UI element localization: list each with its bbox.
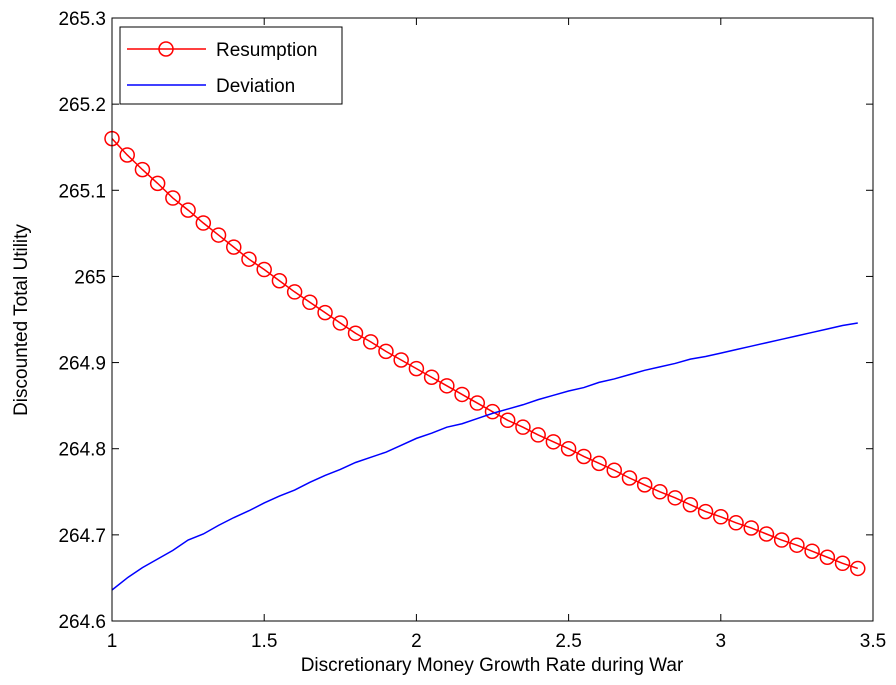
x-tick-label: 1.5 bbox=[251, 631, 277, 652]
data-point-resumption bbox=[636, 477, 653, 493]
y-tick-label: 265.2 bbox=[58, 95, 106, 116]
y-tick-label: 265.1 bbox=[58, 181, 106, 202]
data-point-resumption bbox=[393, 352, 409, 368]
y-axis-title: Discounted Total Utility bbox=[11, 224, 32, 416]
x-tick-label: 3.5 bbox=[860, 631, 886, 652]
data-point-resumption bbox=[713, 509, 729, 525]
data-point-resumption bbox=[454, 386, 470, 403]
data-point-resumption bbox=[408, 360, 425, 377]
y-tick-label: 265 bbox=[74, 267, 106, 288]
data-point-resumption bbox=[530, 427, 546, 443]
plot-frame bbox=[111, 17, 874, 622]
data-point-resumption bbox=[667, 490, 683, 506]
data-point-resumption bbox=[789, 537, 805, 553]
data-point-resumption bbox=[439, 378, 455, 394]
data-point-resumption bbox=[180, 202, 196, 218]
data-point-resumption bbox=[317, 304, 333, 321]
data-point-resumption bbox=[362, 334, 379, 350]
plot-area-background bbox=[112, 18, 873, 621]
data-point-resumption bbox=[226, 239, 242, 255]
legend: Resumption Deviation bbox=[119, 26, 343, 105]
series-layer bbox=[104, 130, 866, 591]
data-point-resumption bbox=[758, 526, 775, 542]
y-tick-label: 264.7 bbox=[58, 526, 106, 547]
y-tick-label: 264.6 bbox=[58, 612, 106, 633]
data-point-resumption bbox=[271, 272, 288, 289]
x-tick-label: 2.5 bbox=[555, 631, 581, 652]
data-point-resumption bbox=[256, 261, 272, 278]
data-point-resumption bbox=[515, 419, 531, 435]
data-point-resumption bbox=[149, 175, 166, 192]
data-point-resumption bbox=[165, 190, 181, 206]
y-tick-label: 264.9 bbox=[58, 354, 106, 375]
x-tick-label: 2 bbox=[411, 631, 422, 652]
legend-label-deviation: Deviation bbox=[216, 76, 295, 97]
data-point-resumption bbox=[743, 520, 759, 536]
data-point-resumption bbox=[378, 343, 394, 360]
data-point-resumption bbox=[332, 315, 349, 331]
x-tick-label: 1 bbox=[107, 631, 118, 652]
y-axis: 264.6 264.7 264.8 264.9 265 265.1 265.2 265.3 bbox=[58, 9, 873, 633]
data-point-resumption bbox=[576, 448, 592, 465]
y-tick-label: 265.3 bbox=[58, 9, 106, 30]
data-point-resumption bbox=[286, 284, 303, 300]
data-point-resumption bbox=[621, 470, 638, 486]
data-point-resumption bbox=[347, 325, 364, 342]
x-tick-label: 3 bbox=[716, 631, 727, 652]
data-point-resumption bbox=[545, 434, 562, 450]
data-point-resumption bbox=[591, 455, 607, 472]
x-axis-title: Discretionary Money Growth Rate during W… bbox=[301, 655, 684, 676]
data-point-resumption bbox=[850, 560, 866, 577]
data-point-resumption bbox=[834, 555, 851, 572]
legend-marker-resumption bbox=[158, 41, 174, 57]
data-point-resumption bbox=[560, 440, 577, 457]
series-line-deviation bbox=[111, 322, 858, 591]
x-axis: 1 1.5 2 2.5 3 3.5 bbox=[107, 18, 886, 652]
data-point-resumption bbox=[119, 147, 135, 163]
data-point-resumption bbox=[134, 161, 151, 178]
data-point-resumption bbox=[302, 294, 318, 311]
data-point-resumption bbox=[499, 412, 516, 429]
data-point-resumption bbox=[652, 484, 668, 500]
data-point-resumption bbox=[819, 549, 836, 565]
data-point-resumption bbox=[241, 251, 257, 267]
data-point-resumption bbox=[728, 515, 744, 531]
data-point-resumption bbox=[682, 496, 699, 513]
data-point-resumption bbox=[210, 227, 227, 243]
data-point-resumption bbox=[773, 532, 790, 548]
data-point-resumption bbox=[606, 462, 623, 478]
data-point-resumption bbox=[804, 543, 820, 559]
y-tick-label: 264.8 bbox=[58, 440, 106, 461]
legend-label-resumption: Resumption bbox=[216, 40, 317, 61]
data-point-resumption bbox=[469, 395, 486, 411]
legend-box bbox=[119, 26, 343, 105]
data-point-resumption bbox=[697, 503, 714, 520]
series-line-resumption bbox=[111, 138, 859, 570]
data-point-resumption bbox=[195, 215, 212, 231]
data-point-resumption bbox=[423, 369, 440, 385]
